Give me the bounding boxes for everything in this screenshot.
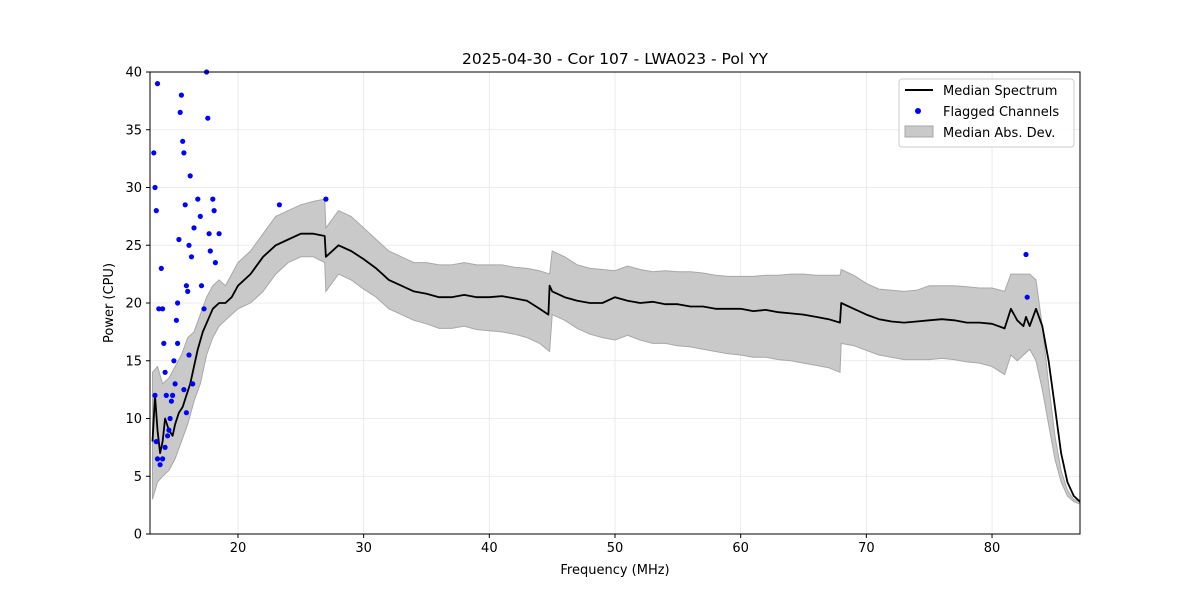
flagged-channel-point (151, 150, 157, 156)
legend-mad-swatch (904, 125, 934, 138)
y-tick-label: 15 (125, 354, 142, 369)
legend: Median Spectrum Flagged Channels Median … (898, 78, 1075, 148)
x-tick-label: 60 (732, 541, 749, 556)
flagged-channel-point (152, 184, 158, 191)
flagged-channel-point (163, 392, 169, 398)
x-axis: 20 30 40 50 60 70 80 (230, 534, 1001, 556)
flagged-channel-point (175, 340, 181, 346)
y-tick-label: 25 (125, 239, 142, 254)
flagged-channel-point (276, 202, 282, 208)
flagged-channel-point (186, 352, 192, 358)
flagged-channel-point (154, 456, 161, 462)
legend-mad-label: Median Abs. Dev. (943, 126, 1055, 141)
x-tick-label: 70 (858, 541, 875, 556)
flagged-channel-point (181, 150, 187, 156)
flagged-channel-point (173, 317, 179, 323)
flagged-channel-point (167, 415, 173, 422)
flagged-channel-point (162, 444, 168, 450)
flagged-channel-point (216, 231, 222, 237)
legend-median-label: Median Spectrum (943, 84, 1057, 99)
flagged-channel-point (183, 410, 189, 416)
flagged-channel-point (205, 115, 211, 121)
flagged-channel-point (197, 213, 203, 219)
flagged-channel-point (323, 196, 329, 202)
flagged-channel-point (201, 306, 207, 312)
x-tick-label: 20 (230, 541, 247, 556)
flagged-channel-point (212, 260, 218, 266)
flagged-channel-point (180, 138, 186, 144)
flagged-channel-point (171, 358, 177, 364)
flagged-channel-point (190, 381, 196, 387)
flagged-channel-point (191, 225, 197, 231)
flagged-channel-point (211, 208, 217, 214)
legend-flagged-label: Flagged Channels (943, 105, 1059, 120)
y-tick-label: 35 (125, 123, 142, 138)
x-tick-label: 40 (481, 541, 498, 556)
flagged-channel-point (168, 398, 174, 404)
flagged-channel-point (187, 173, 193, 179)
flagged-channel-point (152, 392, 158, 398)
y-axis-title: Power (CPU) (102, 263, 117, 343)
legend-flagged-swatch (915, 108, 921, 114)
x-tick-label: 80 (984, 541, 1001, 556)
y-tick-label: 0 (134, 528, 142, 543)
flagged-channel-point (177, 109, 183, 115)
x-tick-label: 50 (607, 541, 624, 556)
flagged-channel-point (165, 433, 171, 439)
median-spectrum-line (151, 232, 1081, 503)
flagged-channel-point (156, 306, 162, 312)
y-axis: 0 5 10 15 20 25 30 35 40 (125, 66, 150, 543)
flagged-channel-point (158, 265, 164, 271)
y-tick-label: 30 (125, 181, 142, 196)
flagged-channel-point (185, 288, 191, 294)
flagged-channel-point (182, 202, 188, 208)
x-axis-title: Frequency (MHz) (560, 563, 669, 578)
flagged-channel-point (160, 306, 166, 312)
y-tick-label: 5 (134, 470, 142, 485)
legend-box (898, 78, 1075, 148)
flagged-channel-point (183, 283, 189, 289)
y-tick-label: 20 (125, 297, 142, 312)
flagged-points-layer (151, 69, 1030, 468)
flagged-channel-point (195, 196, 201, 202)
flagged-channel-point (170, 392, 176, 398)
flagged-channel-point (1024, 294, 1030, 300)
flagged-channel-point (210, 196, 216, 202)
flagged-channel-point (161, 340, 167, 346)
median-line-layer (151, 232, 1081, 503)
flagged-channel-point (186, 242, 192, 248)
flagged-channel-point (162, 369, 168, 375)
flagged-channel-point (207, 248, 213, 254)
flagged-channel-point (153, 208, 159, 214)
flagged-channel-point (178, 92, 184, 98)
y-tick-label: 40 (125, 66, 142, 81)
flagged-channel-point (160, 456, 166, 462)
flagged-channel-point (198, 283, 205, 289)
flagged-channel-point (188, 254, 195, 260)
flagged-channel-point (157, 462, 163, 468)
flagged-channel-point (206, 231, 212, 237)
flagged-channel-point (1023, 251, 1029, 258)
flagged-channel-point (166, 427, 172, 433)
x-tick-label: 30 (355, 541, 372, 556)
y-tick-label: 10 (125, 412, 142, 427)
flagged-channel-point (154, 81, 161, 87)
flagged-channel-point (172, 381, 178, 387)
flagged-channel-point (153, 439, 159, 445)
flagged-channel-point (176, 236, 182, 243)
flagged-channel-point (175, 300, 181, 306)
chart-title: 2025-04-30 - Cor 107 - LWA023 - Pol YY (462, 50, 768, 68)
flagged-channel-point (181, 387, 187, 393)
